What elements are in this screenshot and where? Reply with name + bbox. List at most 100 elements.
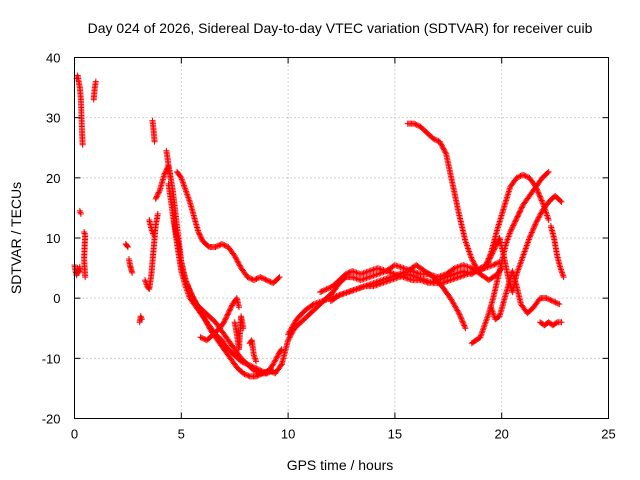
data-point xyxy=(267,367,274,374)
data-point xyxy=(514,174,521,181)
data-point xyxy=(380,279,387,286)
data-point xyxy=(383,268,390,275)
data-point xyxy=(350,287,357,294)
data-point xyxy=(377,280,384,287)
data-point xyxy=(416,275,423,282)
data-point xyxy=(199,312,206,319)
data-point xyxy=(473,264,480,271)
data-point xyxy=(234,258,241,265)
data-point xyxy=(188,290,195,297)
data-point xyxy=(453,275,460,282)
data-point xyxy=(320,297,327,304)
data-point xyxy=(465,270,472,277)
data-point xyxy=(407,272,414,279)
data-point xyxy=(492,242,499,249)
data-point xyxy=(381,267,388,274)
data-point xyxy=(254,366,261,373)
data-point xyxy=(532,219,539,226)
data-point xyxy=(515,210,522,217)
data-point xyxy=(544,295,551,302)
data-point xyxy=(507,228,514,235)
data-point xyxy=(196,306,203,313)
data-point xyxy=(455,274,462,281)
data-point xyxy=(349,287,356,294)
x-axis-label: GPS time / hours xyxy=(287,457,394,473)
data-point xyxy=(537,211,544,218)
data-point xyxy=(551,298,558,305)
data-point xyxy=(336,292,343,299)
data-point xyxy=(154,192,161,199)
data-point xyxy=(379,266,386,273)
data-point xyxy=(531,224,538,231)
data-point xyxy=(516,173,523,180)
data-point xyxy=(357,271,364,278)
data-point xyxy=(216,242,223,249)
data-point xyxy=(309,302,316,309)
data-point xyxy=(453,264,460,271)
data-point xyxy=(441,148,448,155)
data-point xyxy=(197,234,204,241)
data-point xyxy=(346,288,353,295)
data-point xyxy=(534,217,541,224)
data-point xyxy=(155,189,162,196)
data-point xyxy=(272,356,279,363)
data-point xyxy=(461,262,468,269)
data-point xyxy=(508,226,515,233)
data-point xyxy=(374,281,381,288)
data-point xyxy=(339,291,346,298)
data-point xyxy=(340,290,347,297)
data-point xyxy=(202,317,209,324)
data-point xyxy=(555,300,562,307)
data-point xyxy=(350,268,357,275)
data-point xyxy=(352,269,359,276)
data-point xyxy=(528,229,535,236)
data-point xyxy=(387,269,394,276)
data-point xyxy=(236,262,243,269)
data-point xyxy=(515,212,522,219)
data-point xyxy=(151,138,158,145)
data-point xyxy=(198,310,205,317)
data-point xyxy=(413,274,420,281)
data-point xyxy=(222,316,229,323)
data-point xyxy=(424,278,431,285)
data-point xyxy=(319,298,326,305)
data-point xyxy=(438,141,445,148)
data-point xyxy=(322,286,329,293)
data-point xyxy=(185,283,192,290)
data-point xyxy=(538,197,545,204)
data-point xyxy=(426,278,433,285)
data-point xyxy=(77,210,84,217)
data-point xyxy=(535,214,542,221)
data-point xyxy=(377,266,384,273)
data-point xyxy=(138,316,145,323)
data-point xyxy=(494,240,501,247)
data-point xyxy=(235,304,242,311)
data-point xyxy=(488,262,495,269)
data-point xyxy=(337,291,344,298)
data-point xyxy=(350,274,357,281)
data-point xyxy=(322,297,329,304)
data-point xyxy=(514,213,521,220)
data-point xyxy=(461,322,468,329)
data-point xyxy=(357,284,364,291)
data-point xyxy=(376,281,383,288)
data-point xyxy=(393,262,400,269)
data-point xyxy=(248,275,255,282)
data-point xyxy=(370,272,377,279)
data-point xyxy=(529,228,536,235)
data-point xyxy=(256,366,263,373)
data-point xyxy=(354,276,361,283)
data-point xyxy=(490,262,497,269)
data-point xyxy=(153,193,160,200)
data-point xyxy=(467,270,474,277)
data-point xyxy=(349,268,356,275)
data-point xyxy=(468,269,475,276)
data-point xyxy=(258,274,265,281)
data-point xyxy=(224,311,231,318)
data-point xyxy=(261,275,268,282)
data-point xyxy=(464,263,471,270)
data-point xyxy=(557,197,564,204)
data-point xyxy=(486,256,493,263)
data-point xyxy=(457,273,464,280)
data-point xyxy=(442,149,449,156)
